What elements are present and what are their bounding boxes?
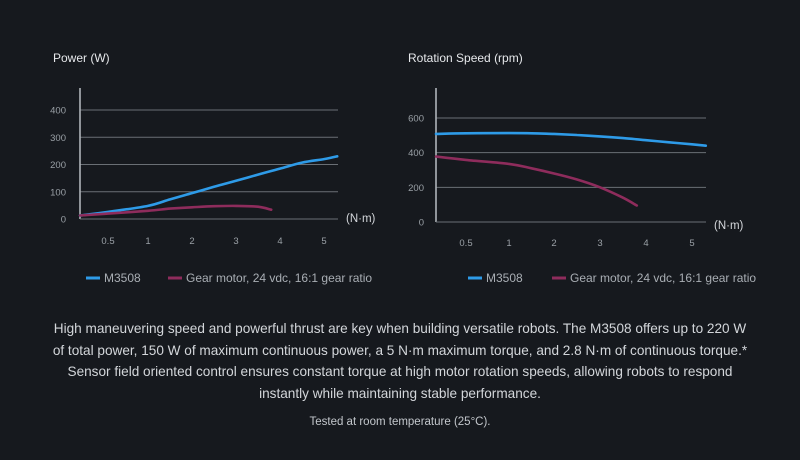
chart-speed-legend-gear-label: Gear motor, 24 vdc, 16:1 gear ratio (570, 271, 756, 285)
charts-area: Power (W) 0 100 200 300 400 0.5 1 2 3 4 5 (N·m) M3508… (50, 51, 756, 285)
chart-speed-x-unit-label: (N·m) (714, 220, 744, 232)
chart-power-x-tick-label: 2 (189, 236, 194, 247)
chart-speed-y-tick-label: 400 (408, 148, 424, 159)
chart-power-y-tick-label: 200 (50, 160, 66, 171)
chart-speed-x-tick-label: 2 (551, 238, 556, 249)
chart-power-x-unit-label: (N·m) (346, 213, 376, 225)
chart-speed-x-tick-label: 0.5 (459, 238, 472, 249)
chart-power-title: Power (W) (53, 51, 110, 65)
chart-speed-legend-m3508-label: M3508 (486, 271, 523, 285)
description-text: High maneuvering speed and powerful thru… (52, 321, 748, 401)
chart-power-x-tick-label: 1 (145, 236, 150, 247)
footnote-text: Tested at room temperature (25°C). (309, 416, 491, 428)
chart-power-x-tick-label: 3 (233, 236, 238, 247)
chart-power-legend-gear-label: Gear motor, 24 vdc, 16:1 gear ratio (186, 271, 372, 285)
chart-power-x-tick-label: 0.5 (101, 236, 114, 247)
chart-speed-y-tick-label: 200 (408, 183, 424, 194)
chart-power-series-m3508-line (78, 155, 339, 217)
chart-power-y-tick-label: 0 (61, 215, 66, 226)
chart-power-legend-m3508-label: M3508 (104, 271, 141, 285)
chart-speed-x-tick-label: 1 (506, 238, 511, 249)
chart-speed-series-gear-motor-line (434, 155, 639, 207)
chart-power-y-tick-label: 300 (50, 133, 66, 144)
chart-speed-x-tick-label: 3 (597, 238, 602, 249)
chart-power-x-tick-label: 5 (321, 236, 326, 247)
chart-speed-y-tick-label: 0 (419, 218, 424, 229)
chart-power-series-gear-motor-line (78, 204, 273, 217)
chart-speed-series-m3508-line (434, 131, 708, 147)
chart-power-y-tick-label: 400 (50, 106, 66, 117)
chart-power-x-tick-label: 4 (277, 236, 282, 247)
chart-speed-y-tick-label: 600 (408, 114, 424, 125)
chart-speed-x-tick-label: 4 (643, 238, 648, 249)
chart-speed-x-tick-label: 5 (689, 238, 694, 249)
chart-power-y-tick-label: 100 (50, 187, 66, 198)
chart-speed-title: Rotation Speed (rpm) (408, 51, 523, 65)
